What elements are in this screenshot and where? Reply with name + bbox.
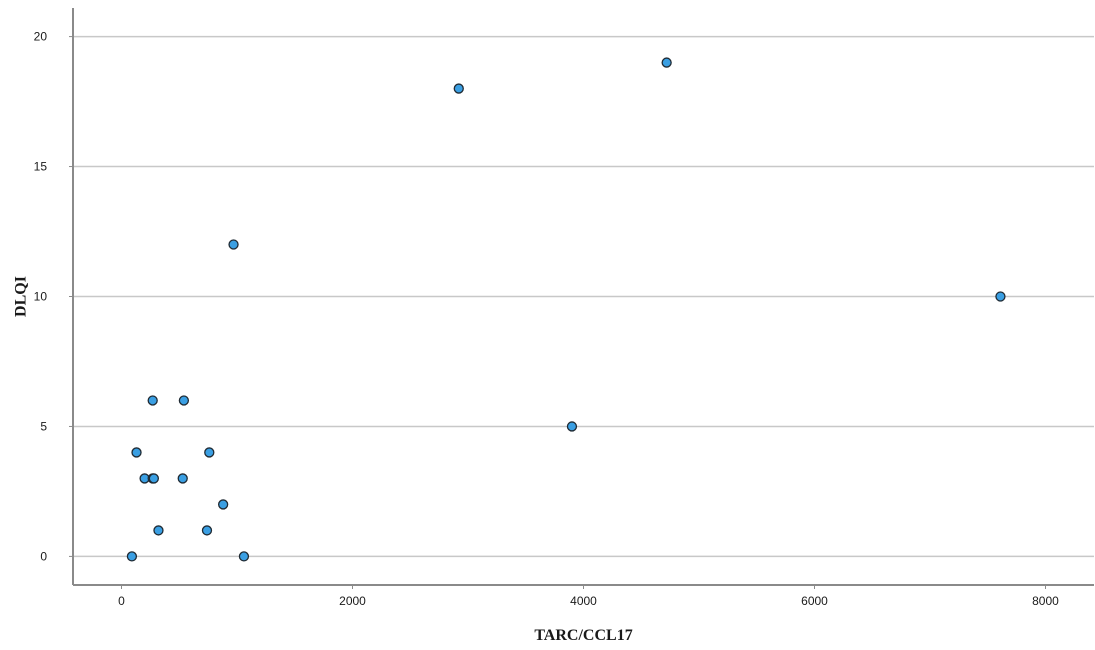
data-point-0-2 xyxy=(153,525,164,536)
data-point-0-7 xyxy=(148,473,159,484)
data-point-0-10 xyxy=(204,447,215,458)
data-points xyxy=(126,57,1006,562)
x-tick-label-0: 0 xyxy=(118,594,125,608)
x-axis-ticks: 0 2000 4000 6000 8000 xyxy=(118,585,1059,608)
data-point-0-13 xyxy=(228,239,239,250)
y-tick-label-5: 5 xyxy=(40,419,47,433)
x-tick-label-2000: 2000 xyxy=(339,594,366,608)
data-point-0-8 xyxy=(177,473,188,484)
x-tick-label-8000: 8000 xyxy=(1032,594,1059,608)
x-tick-label-6000: 6000 xyxy=(801,594,828,608)
data-point-0-12 xyxy=(178,395,190,406)
data-point-0-16 xyxy=(661,57,672,68)
y-tick-label-15: 15 xyxy=(34,160,48,174)
y-axis-title: DLQI xyxy=(13,276,30,317)
data-point-0-0 xyxy=(126,551,138,562)
y-tick-label-0: 0 xyxy=(40,549,47,563)
data-point-0-3 xyxy=(201,525,213,536)
data-point-0-9 xyxy=(131,447,142,458)
data-point-0-11 xyxy=(147,395,158,406)
y-axis-ticks: 0 5 10 15 20 xyxy=(34,30,73,563)
data-point-0-15 xyxy=(566,421,578,432)
x-axis-title: TARC/CCL17 xyxy=(534,627,632,644)
y-tick-label-20: 20 xyxy=(34,30,48,44)
x-tick-label-4000: 4000 xyxy=(570,594,597,608)
gridlines xyxy=(73,35,1094,558)
data-point-0-1 xyxy=(238,551,250,562)
data-point-0-4 xyxy=(217,499,229,510)
y-tick-label-10: 10 xyxy=(34,290,48,304)
data-point-0-14 xyxy=(453,83,464,94)
data-point-0-17 xyxy=(995,291,1006,302)
